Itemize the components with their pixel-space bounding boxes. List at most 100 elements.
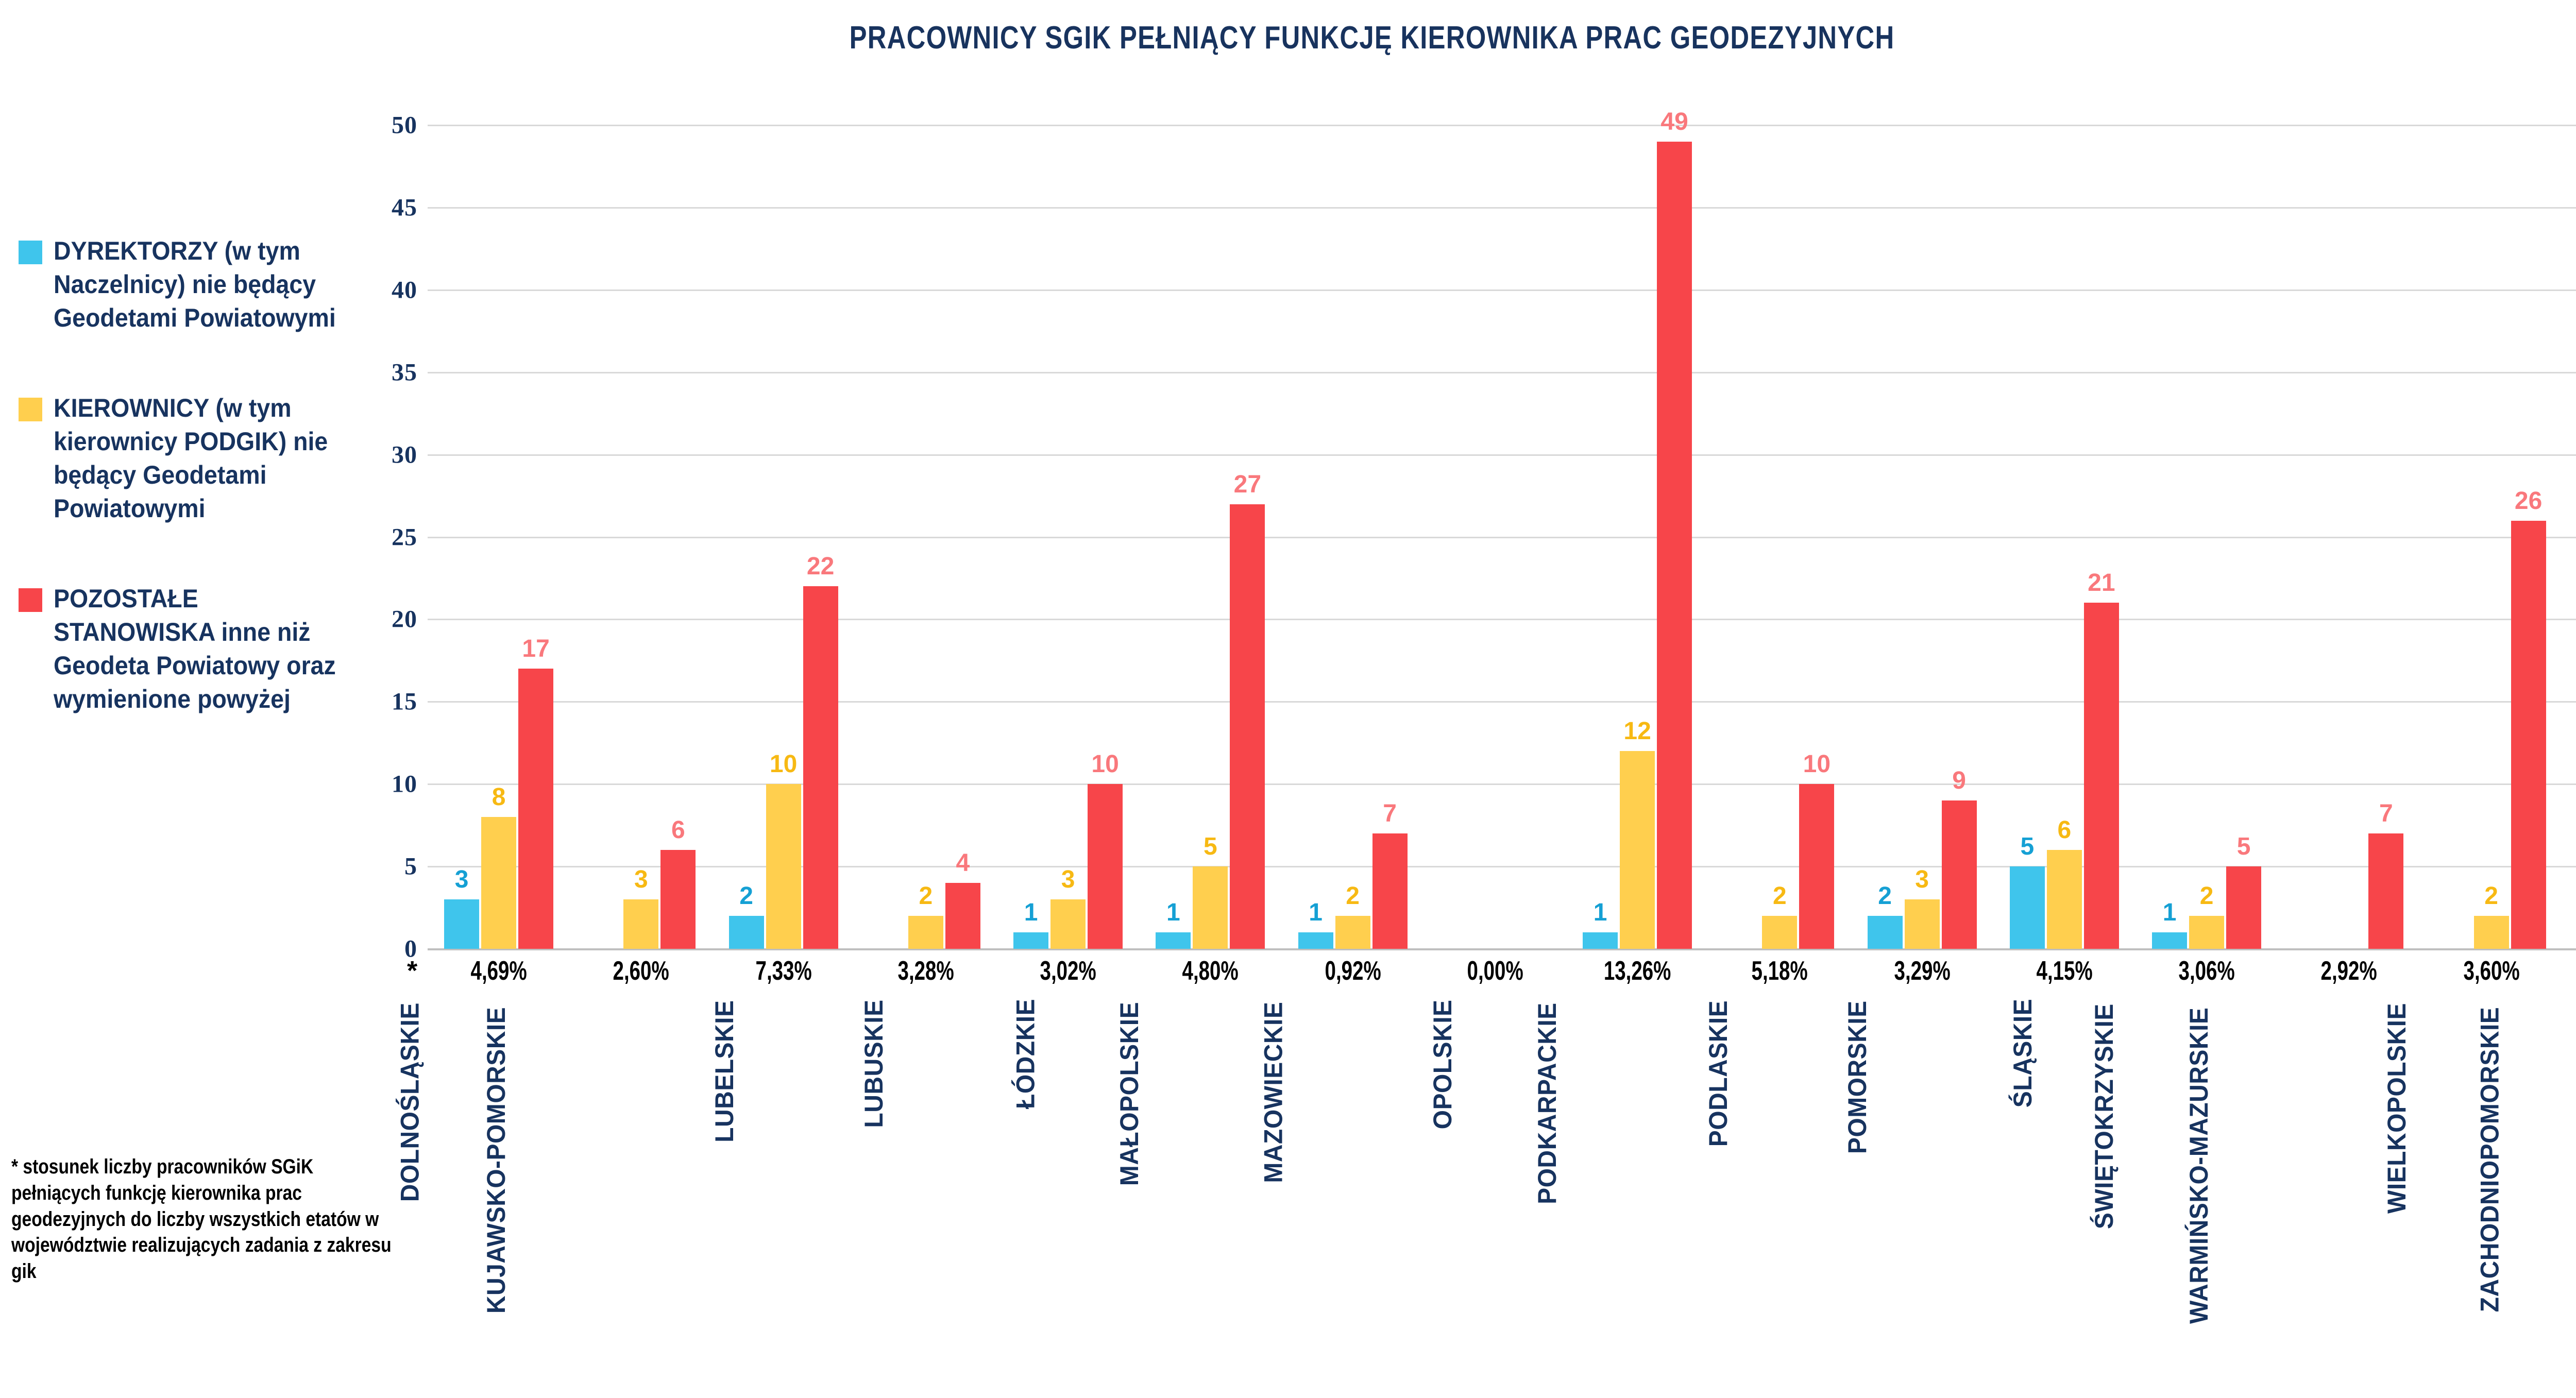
- legend-item-0[interactable]: DYREKTORZY (w tym Naczelnicy) nie będący…: [19, 234, 359, 335]
- bar-value-label: 6: [671, 816, 685, 844]
- legend-item-2[interactable]: POZOSTAŁE STANOWISKA inne niż Geodeta Po…: [19, 582, 359, 716]
- y-axis-tick: 45: [392, 194, 417, 221]
- bar-slot: 1: [1583, 125, 1618, 949]
- percent-value: 4,80%: [1182, 956, 1239, 986]
- bar-slot: 2: [1762, 125, 1798, 949]
- x-axis-category-cell: PODLASKIE: [1704, 994, 1851, 1386]
- bar-value-label: 2: [2484, 882, 2498, 910]
- bar[interactable]: [1372, 833, 1408, 949]
- bar[interactable]: [908, 916, 943, 949]
- bar-slot: 2: [1335, 125, 1370, 949]
- bar-value-label: 2: [1878, 882, 1892, 910]
- bar-group: 7: [2278, 125, 2420, 949]
- bar[interactable]: [728, 916, 764, 949]
- footnote-text: * stosunek liczby pracowników SGiK pełni…: [11, 1155, 392, 1283]
- bar[interactable]: [2189, 916, 2225, 949]
- bar[interactable]: [1583, 932, 1618, 949]
- bar[interactable]: [1193, 866, 1228, 949]
- bar-slot: [2294, 125, 2329, 949]
- bar-value-label: 2: [1773, 882, 1787, 910]
- bar[interactable]: [1904, 899, 1940, 949]
- bar[interactable]: [2473, 916, 2509, 949]
- bar-group: 1 3 10: [997, 125, 1139, 949]
- legend-swatch-icon: [19, 588, 42, 612]
- percent-value: 3,02%: [1040, 956, 1096, 986]
- percent-value: 3,06%: [2178, 956, 2235, 986]
- bar-value-label: 21: [2088, 569, 2115, 597]
- bar[interactable]: [1620, 751, 1655, 949]
- legend-item-1[interactable]: KIEROWNICY (w tym kierownicy PODGIK) nie…: [19, 391, 359, 525]
- gridline: [428, 536, 2576, 538]
- bar[interactable]: [2046, 850, 2082, 949]
- percent-marker: *: [407, 956, 418, 986]
- gridline: [428, 783, 2576, 786]
- bar-slot: 4: [945, 125, 980, 949]
- y-axis-tick: 40: [392, 276, 417, 304]
- bar-slot: 10: [766, 125, 801, 949]
- bar-value-label: 3: [634, 866, 648, 894]
- percent-value: 2,60%: [613, 956, 669, 986]
- bar[interactable]: [660, 850, 696, 949]
- bar[interactable]: [2009, 866, 2045, 949]
- bar-value-label: 8: [492, 783, 506, 811]
- bar[interactable]: [1799, 784, 1835, 949]
- bar-slot: 21: [2083, 125, 2119, 949]
- bar-group: 2 26: [2420, 125, 2563, 949]
- bar-value-label: 2: [739, 882, 753, 910]
- bar[interactable]: [1657, 141, 1692, 949]
- bar[interactable]: [1088, 784, 1123, 949]
- bar[interactable]: [2226, 866, 2262, 949]
- x-axis-category-label: POMORSKIE: [1842, 1000, 1872, 1154]
- gridline: [428, 125, 2576, 126]
- bar-slot: 7: [2368, 125, 2404, 949]
- bar[interactable]: [2152, 932, 2188, 949]
- bar[interactable]: [481, 817, 517, 949]
- bar-slot: 2: [728, 125, 764, 949]
- bar-value-label: 2: [1346, 882, 1360, 910]
- bar-slot: [2331, 125, 2366, 949]
- bar[interactable]: [1867, 916, 1903, 949]
- legend-swatch-icon: [19, 398, 42, 421]
- bar[interactable]: [444, 899, 480, 949]
- bar-group: 1 5 27: [1139, 125, 1281, 949]
- bar-group: 37: [2563, 125, 2576, 949]
- bar-group: [1424, 125, 1566, 949]
- x-axis-category-cell: LUBUSKIE: [855, 994, 997, 1386]
- bar[interactable]: [803, 586, 838, 949]
- y-axis-tick: 20: [392, 605, 417, 633]
- bar[interactable]: [1941, 800, 1977, 949]
- bar-slot: 10: [1088, 125, 1123, 949]
- legend-item-label: KIEROWNICY (w tym kierownicy PODGIK) nie…: [54, 394, 328, 523]
- x-axis-category-label: OPOLSKIE: [1428, 999, 1457, 1130]
- bar[interactable]: [2083, 603, 2119, 949]
- bar-slot: 5: [2009, 125, 2045, 949]
- bar[interactable]: [1298, 932, 1333, 949]
- bar-slot: 22: [803, 125, 838, 949]
- bar-slot: 9: [1941, 125, 1977, 949]
- bar-slot: 1: [1013, 125, 1049, 949]
- bar-value-label: 3: [1915, 866, 1929, 894]
- bar[interactable]: [2368, 833, 2404, 949]
- bar[interactable]: [518, 669, 554, 949]
- x-axis-category-label: ŁÓDZKIE: [1011, 998, 1040, 1109]
- bar[interactable]: [1230, 504, 1265, 949]
- bar-value-label: 26: [2514, 487, 2543, 515]
- bar-value-label: 5: [2236, 833, 2251, 861]
- bar[interactable]: [1156, 932, 1191, 949]
- percent-value: 4,15%: [2036, 956, 2093, 986]
- bar[interactable]: [2511, 520, 2546, 949]
- x-axis-category-label: ŚWIĘTOKRZYSKIE: [2090, 1003, 2119, 1230]
- bar[interactable]: [1335, 916, 1370, 949]
- bar-slot: [1725, 125, 1760, 949]
- bar-slot: 27: [1230, 125, 1265, 949]
- bar[interactable]: [623, 899, 659, 949]
- bar-slot: 3: [1904, 125, 1940, 949]
- bar[interactable]: [766, 784, 801, 949]
- legend-item-label: POZOSTAŁE STANOWISKA inne niż Geodeta Po…: [54, 584, 336, 713]
- bar[interactable]: [1050, 899, 1086, 949]
- bar[interactable]: [1013, 932, 1049, 949]
- bar[interactable]: [1762, 916, 1798, 949]
- bar[interactable]: [945, 883, 980, 949]
- bar-value-label: 3: [1061, 866, 1075, 894]
